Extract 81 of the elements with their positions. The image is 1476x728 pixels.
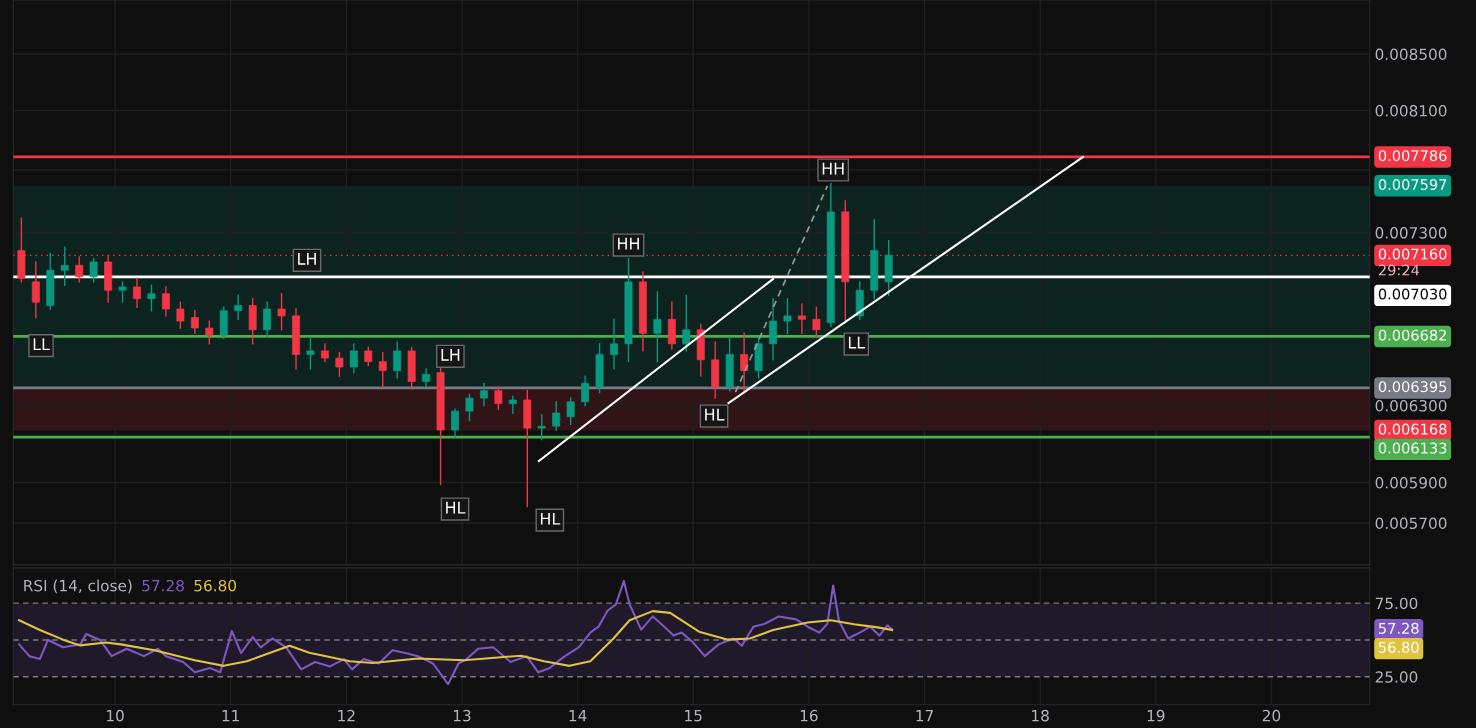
x-tick-label: 13	[453, 709, 471, 722]
y-tick-label: 0.005700	[1375, 517, 1447, 530]
candlestick	[335, 352, 344, 377]
candlestick	[465, 393, 474, 422]
line-series	[18, 610, 894, 667]
y-tick-label: 25.00	[1375, 671, 1418, 683]
annotation: HL	[446, 501, 466, 514]
candlestick	[451, 408, 459, 439]
y-tick-label: 0.006300	[1375, 400, 1447, 412]
candlestick	[306, 337, 315, 370]
x-tick-label: 15	[685, 710, 702, 722]
candlestick	[494, 386, 503, 410]
candlestick	[31, 261, 40, 319]
candlestick	[566, 397, 575, 426]
candlestick	[581, 375, 590, 407]
x-tick-label: 11	[222, 710, 239, 722]
candlestick	[682, 294, 691, 352]
band-label: 0.007597	[1378, 179, 1447, 191]
candlestick	[277, 292, 286, 331]
candlestick	[147, 284, 156, 312]
candlestick	[508, 395, 517, 414]
x-tick-label: 14	[569, 710, 587, 722]
annotation: 56.80	[194, 579, 237, 592]
x-tick-label: 20	[1262, 709, 1281, 722]
annotation: LL	[848, 336, 866, 349]
candlestick	[234, 294, 243, 321]
candlestick	[479, 382, 488, 407]
annotation: 57.28	[142, 579, 184, 592]
ref-line-label: 0.006682	[1378, 329, 1446, 341]
candlestick	[537, 414, 546, 441]
annotation: HL	[705, 408, 725, 421]
annotation: LL	[33, 338, 50, 351]
text: 29:24	[1378, 264, 1420, 276]
candlestick	[263, 301, 272, 338]
candlestick	[610, 318, 618, 370]
candlestick	[205, 320, 214, 345]
text: 56.80	[1378, 641, 1419, 653]
line-series	[18, 580, 894, 686]
candlestick	[176, 301, 185, 329]
y-tick-label: 0.008100	[1375, 105, 1447, 117]
candlestick	[349, 343, 358, 374]
x-tick-label: 19	[1147, 709, 1165, 722]
annotation: LH	[298, 253, 316, 265]
candlestick	[783, 298, 792, 334]
candlestick	[552, 401, 561, 431]
annotation: HH	[618, 237, 639, 250]
x-tick-label: 10	[107, 709, 124, 722]
candlestick	[653, 291, 662, 363]
y-tick-label: 75.00	[1375, 597, 1418, 610]
ref-line-label: 0.007030	[1378, 288, 1447, 300]
text: RSI (14, close)	[24, 579, 132, 594]
candlestick	[133, 277, 141, 308]
annotation: HL	[540, 512, 561, 525]
candlestick	[812, 306, 821, 338]
text: 57.28	[1378, 622, 1419, 634]
candlestick	[797, 303, 806, 334]
y-tick-label: 0.005900	[1375, 476, 1447, 489]
candlestick	[393, 341, 402, 379]
candlestick	[118, 281, 127, 303]
candlestick	[89, 257, 98, 283]
ref-line-label: 0.007160	[1378, 248, 1447, 260]
band-label: 0.006168	[1378, 423, 1447, 435]
candlestick	[740, 332, 749, 394]
annotation: LH	[441, 349, 460, 361]
y-tick-label: 0.007300	[1375, 227, 1447, 239]
y-tick-label: 0.008500	[1375, 48, 1447, 60]
x-tick-label: 17	[916, 710, 933, 722]
candlestick	[75, 256, 84, 283]
candlestick	[161, 286, 170, 317]
candlestick	[60, 246, 69, 286]
candlestick	[190, 310, 199, 334]
candlestick	[769, 298, 777, 361]
candlestick	[422, 368, 431, 388]
x-tick-label: 18	[1032, 709, 1049, 722]
ref-line-label: 0.007786	[1378, 150, 1447, 162]
candlestick	[378, 352, 387, 388]
annotation: HH	[822, 162, 844, 175]
x-tick-label: 12	[338, 709, 355, 722]
ref-line-label: 0.006395	[1378, 381, 1447, 393]
ref-line-label: 0.006133	[1378, 442, 1447, 454]
x-tick-label: 16	[800, 709, 818, 722]
